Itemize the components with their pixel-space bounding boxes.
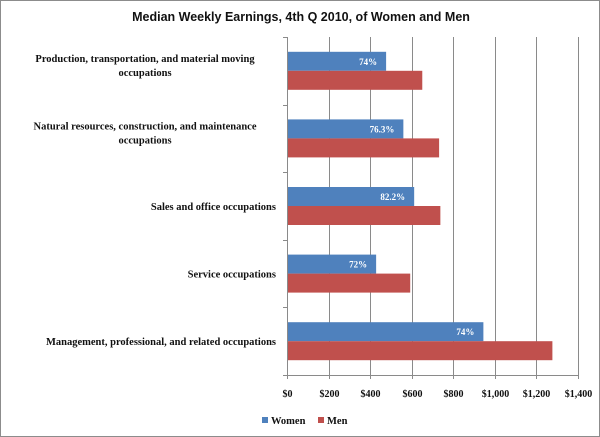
- bar-women: [288, 254, 377, 274]
- x-tick-label: $400: [361, 389, 381, 400]
- bar-men: [288, 206, 441, 225]
- category-label: Production, transportation, and material…: [35, 54, 255, 65]
- chart-title: Median Weekly Earnings, 4th Q 2010, of W…: [132, 10, 470, 24]
- bars: [288, 51, 553, 361]
- x-tick-labels: $0 $200 $400 $600 $800 $1,000 $1,200 $1,400: [283, 389, 593, 400]
- data-label: 74%: [456, 327, 474, 337]
- data-label: 76.3%: [370, 124, 395, 134]
- bar-women: [288, 51, 387, 71]
- axes: [283, 37, 579, 379]
- x-tick-label: $1,200: [523, 389, 551, 400]
- legend-swatch-men: [318, 417, 324, 423]
- x-tick-label: $600: [403, 389, 423, 400]
- data-labels: 74% 76.3% 82.2% 72% 74%: [349, 57, 474, 337]
- bar-women: [288, 119, 404, 139]
- x-tick-label: $0: [283, 389, 293, 400]
- data-label: 72%: [349, 260, 367, 270]
- bar-women: [288, 187, 415, 206]
- data-label: 74%: [359, 57, 377, 67]
- bar-men: [288, 70, 423, 90]
- bar-women: [288, 322, 484, 342]
- bar-men: [288, 138, 440, 158]
- category-label: Management, professional, and related oc…: [46, 337, 276, 348]
- category-label: occupations: [118, 68, 171, 79]
- bar-men: [288, 341, 553, 361]
- category-label: Service occupations: [188, 270, 276, 281]
- x-tick-label: $1,400: [565, 389, 593, 400]
- data-label: 82.2%: [380, 192, 405, 202]
- category-label: occupations: [118, 135, 171, 146]
- x-tick-label: $200: [320, 389, 340, 400]
- legend: Women Men: [262, 416, 348, 427]
- category-label: Sales and office occupations: [151, 202, 276, 213]
- legend-swatch-women: [262, 417, 268, 423]
- legend-label-men: Men: [327, 416, 348, 427]
- category-labels: Production, transportation, and material…: [33, 54, 276, 348]
- x-tick-label: $800: [444, 389, 464, 400]
- bar-men: [288, 273, 411, 293]
- legend-label-women: Women: [271, 416, 306, 427]
- x-tick-label: $1,000: [482, 389, 510, 400]
- category-label: Natural resources, construction, and mai…: [33, 121, 256, 132]
